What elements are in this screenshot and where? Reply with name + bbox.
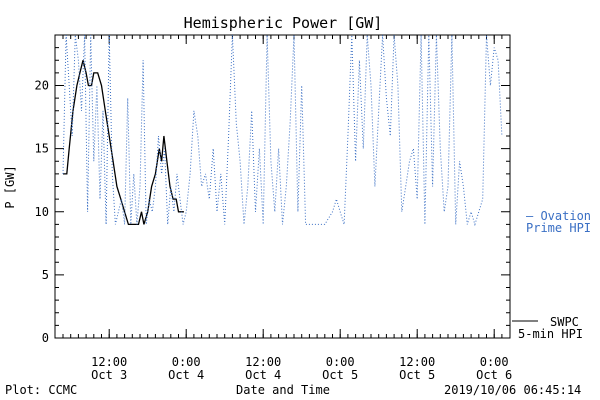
legend-ovation-line2: Prime HPI <box>526 221 591 235</box>
x-tick-label-time: 0:00 <box>326 355 355 369</box>
y-tick-label: 15 <box>35 142 49 156</box>
x-tick-label-date: Oct 4 <box>168 368 204 382</box>
legend-ovation-line1: — Ovation <box>526 209 591 223</box>
x-axis-label: Date and Time <box>236 383 330 397</box>
y-tick-label: 20 <box>35 79 49 93</box>
footer-timestamp: 2019/10/06 06:45:14 <box>444 383 581 397</box>
x-tick-label-time: 0:00 <box>480 355 509 369</box>
legend-swpc-line1: SWPC <box>550 315 579 329</box>
x-tick-label-date: Oct 3 <box>91 368 127 382</box>
footer-plot-source: Plot: CCMC <box>5 383 77 397</box>
x-tick-label-date: Oct 5 <box>399 368 435 382</box>
x-tick-label-time: 12:00 <box>399 355 435 369</box>
y-axis-label: P [GW] <box>3 165 17 208</box>
x-tick-label-date: Oct 4 <box>245 368 281 382</box>
plot-frame <box>54 34 511 339</box>
series-swpc-line <box>63 60 184 226</box>
series-layer <box>62 34 503 227</box>
y-tick-label: 10 <box>35 205 49 219</box>
x-tick-label-time: 12:00 <box>91 355 127 369</box>
x-tick-label-date: Oct 5 <box>322 368 358 382</box>
y-tick-label: 0 <box>42 331 49 345</box>
x-tick-label-date: Oct 6 <box>476 368 512 382</box>
y-tick-label: 5 <box>42 268 49 282</box>
legend-swpc-line2: 5-min HPI <box>518 327 583 341</box>
chart-title: Hemispheric Power [GW] <box>184 14 383 32</box>
x-tick-label-time: 0:00 <box>172 355 201 369</box>
series-ovation-line <box>62 34 503 227</box>
x-tick-label-time: 12:00 <box>245 355 281 369</box>
